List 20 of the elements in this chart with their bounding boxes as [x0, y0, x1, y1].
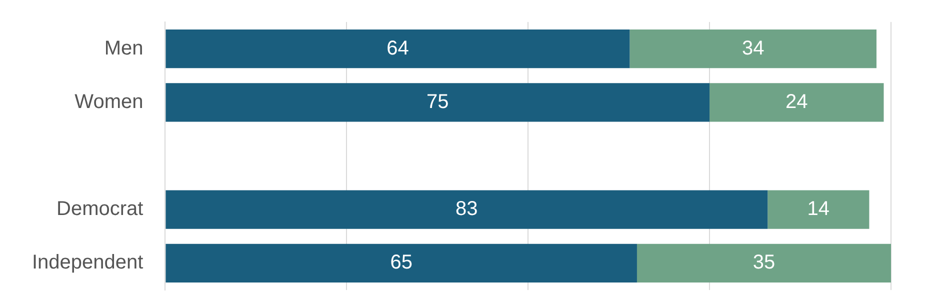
bar	[636, 244, 891, 282]
data-label: 34	[742, 37, 764, 60]
data-label: 83	[456, 198, 478, 220]
bar	[768, 190, 870, 229]
y-tick-label: Men	[104, 37, 144, 60]
data-label: 35	[752, 252, 776, 274]
bar	[166, 83, 710, 122]
bar	[630, 30, 876, 68]
bar	[710, 83, 884, 122]
y-tick-label: Independent	[32, 252, 144, 274]
bar	[166, 244, 637, 282]
data-label: 75	[426, 90, 449, 113]
data-label: 14	[807, 198, 830, 220]
data-label: 24	[786, 90, 808, 113]
data-label: 64	[386, 37, 409, 60]
bar	[166, 190, 768, 229]
bar	[166, 30, 630, 68]
data-label: 65	[390, 252, 412, 274]
y-tick-label: Democrat	[56, 198, 144, 220]
y-tick-label: Women	[74, 90, 144, 113]
